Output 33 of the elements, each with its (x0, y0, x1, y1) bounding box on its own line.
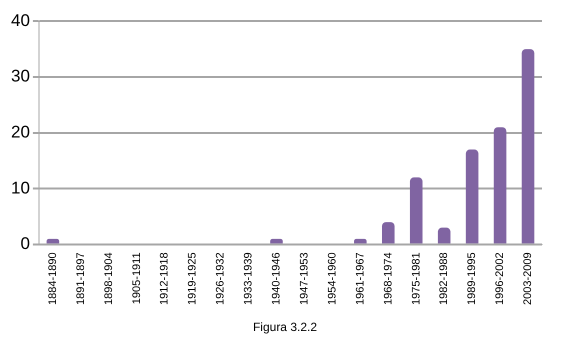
x-tick-label: 1968-1974 (382, 252, 394, 306)
x-tick-label: 1982-1988 (438, 252, 450, 306)
x-tick-label: 1961-1967 (354, 252, 366, 306)
y-tick-label: 0 (20, 234, 30, 254)
x-tick-label: 1898-1904 (102, 252, 115, 306)
bar (466, 150, 478, 244)
bar (494, 127, 506, 244)
x-tick-label: 1989-1995 (466, 252, 478, 306)
bar (46, 238, 60, 244)
bar (522, 49, 534, 244)
x-tick-label: 1933-1939 (242, 252, 255, 306)
y-tick-label: 20 (10, 122, 30, 142)
x-tick-label: 2003-2009 (522, 252, 534, 306)
x-tick-label: 1884-1890 (46, 252, 59, 306)
x-tick-label: 1912-1918 (158, 252, 171, 306)
bar (438, 228, 450, 244)
x-tick-label: 1954-1960 (326, 252, 338, 306)
x-tick-label: 1919-1925 (186, 252, 199, 306)
y-tick-label: 40 (10, 10, 30, 30)
x-tick-label: 1975-1981 (410, 252, 422, 306)
x-tick-label: 1947-1953 (298, 252, 310, 306)
bar (354, 238, 367, 244)
bar (382, 222, 395, 244)
bar (270, 238, 283, 244)
y-tick-label: 10 (10, 178, 30, 198)
x-tick-label: 1996-2002 (494, 252, 506, 306)
x-tick-label: 1905-1911 (130, 252, 143, 304)
x-tick-label: 1926-1932 (214, 252, 227, 306)
x-tick-label: 1891-1897 (74, 252, 87, 306)
y-tick-label: 30 (10, 66, 30, 86)
bar (410, 177, 423, 244)
text: Figura 3.2.2 (252, 320, 318, 334)
x-tick-label: 1940-1946 (270, 252, 283, 306)
